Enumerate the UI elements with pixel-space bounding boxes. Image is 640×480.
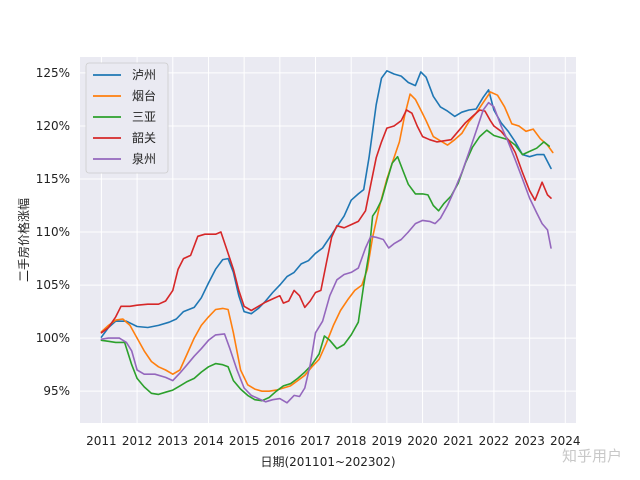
series-line xyxy=(100,109,552,334)
y-tick-label: 110% xyxy=(36,225,70,239)
y-tick-label: 125% xyxy=(36,66,70,80)
x-tick-label: 2020 xyxy=(407,434,438,448)
y-tick-label: 120% xyxy=(36,119,70,133)
x-tick-label: 2017 xyxy=(300,434,331,448)
x-tick-label: 2013 xyxy=(158,434,189,448)
x-axis-ticks: 2011 2012 2013 2014 2015 2016 2017 2018 2019 2020… xyxy=(86,434,580,448)
x-axis-label: 日期(201101~202302) xyxy=(260,455,395,469)
y-tick-label: 100% xyxy=(36,331,70,345)
y-tick-label: 95% xyxy=(43,384,70,398)
series-line xyxy=(100,129,550,402)
x-tick-label: 2018 xyxy=(336,434,367,448)
y-tick-label: 105% xyxy=(36,278,70,292)
y-axis-ticks: 95% 100% 105% 110% 115% 120% 125% xyxy=(36,66,70,398)
x-tick-label: 2012 xyxy=(122,434,153,448)
x-tick-label: 2016 xyxy=(265,434,296,448)
legend-entry: 泸州 xyxy=(132,68,156,82)
x-tick-label: 2014 xyxy=(193,434,224,448)
series-line xyxy=(100,101,552,404)
x-tick-label: 2023 xyxy=(514,434,545,448)
y-axis-label: 二手房价格涨幅 xyxy=(16,198,31,282)
x-tick-label: 2022 xyxy=(479,434,510,448)
legend-entry: 泉州 xyxy=(132,152,156,166)
x-tick-label: 2021 xyxy=(443,434,474,448)
legend-entry: 韶关 xyxy=(132,130,156,145)
watermark: 知乎用户 xyxy=(561,447,622,465)
x-tick-label: 2024 xyxy=(550,434,581,448)
y-tick-label: 115% xyxy=(36,172,70,186)
series-line xyxy=(100,70,552,338)
legend-entry: 烟台 xyxy=(132,88,156,103)
x-tick-label: 2015 xyxy=(229,434,260,448)
x-tick-label: 2019 xyxy=(372,434,403,448)
series-layer xyxy=(100,70,554,404)
legend-entry: 三亚 xyxy=(132,110,156,124)
x-tick-label: 2011 xyxy=(86,434,117,448)
legend-box xyxy=(85,62,169,174)
